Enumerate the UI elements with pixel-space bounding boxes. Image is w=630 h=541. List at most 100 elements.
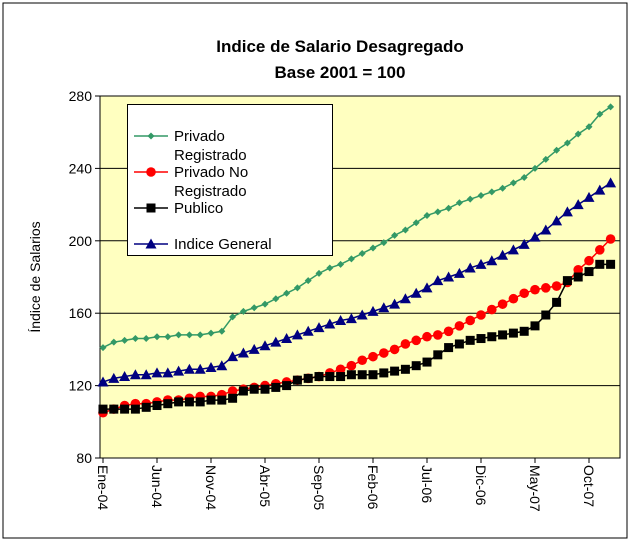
legend-label: Indice General (174, 236, 272, 253)
y-tick-label: 240 (69, 160, 93, 176)
y-tick-label: 160 (69, 305, 93, 321)
marker (574, 130, 582, 138)
marker (346, 360, 357, 371)
marker (110, 338, 118, 346)
marker (291, 329, 303, 340)
marker (434, 208, 442, 216)
marker (422, 331, 432, 342)
marker (337, 260, 345, 268)
marker (605, 234, 616, 244)
marker (129, 369, 141, 380)
marker (304, 277, 312, 285)
marker (356, 309, 368, 320)
x-tick-label: Abr-05 (257, 465, 273, 507)
legend-label: Privado (174, 128, 225, 145)
marker (444, 343, 454, 353)
marker (399, 293, 411, 304)
marker (347, 255, 355, 263)
marker (153, 333, 161, 341)
marker (541, 283, 551, 293)
marker (572, 199, 584, 210)
marker (119, 371, 131, 382)
marker (151, 367, 163, 378)
marker (249, 384, 259, 394)
marker (380, 239, 388, 247)
legend-swatch (134, 167, 168, 177)
marker (423, 211, 431, 219)
marker (552, 297, 562, 307)
marker (131, 335, 139, 343)
legend-entry: Registrado Publico (128, 181, 332, 217)
marker (389, 298, 401, 309)
y-tick-label: 200 (69, 233, 93, 249)
marker (433, 330, 443, 340)
marker (109, 404, 119, 414)
marker (585, 123, 593, 131)
marker (272, 295, 280, 303)
marker (400, 364, 410, 374)
x-tick-label: Jun-04 (149, 465, 165, 508)
marker (229, 313, 237, 321)
y-tick-label: 80 (76, 450, 92, 466)
x-tick-label: Nov-04 (203, 465, 219, 510)
legend-swatch (134, 238, 168, 249)
marker (530, 321, 540, 331)
marker (293, 284, 301, 292)
marker (185, 331, 193, 339)
marker (400, 339, 411, 349)
marker (162, 367, 174, 378)
marker (520, 173, 528, 181)
marker (497, 249, 509, 260)
marker (378, 302, 390, 313)
marker (121, 336, 129, 344)
marker (486, 255, 498, 266)
marker (401, 226, 409, 234)
marker (584, 267, 594, 277)
marker (561, 206, 573, 217)
marker (325, 372, 335, 382)
marker (164, 333, 172, 341)
legend-label: Registrado Publico (174, 183, 247, 217)
marker (541, 310, 551, 320)
legend: Privado Registrado Privado No Registrado P… (127, 104, 333, 256)
marker (313, 322, 325, 333)
marker (498, 330, 508, 340)
marker (379, 368, 389, 378)
marker (205, 362, 217, 372)
marker (303, 373, 313, 383)
marker (271, 382, 281, 392)
marker (465, 315, 476, 326)
legend-entry: Privado (128, 109, 332, 145)
chart-title: Indice de Salario Desagregado (216, 37, 464, 56)
marker (475, 258, 487, 269)
marker (369, 244, 377, 252)
marker (488, 188, 496, 196)
marker (206, 395, 216, 405)
marker (228, 393, 238, 403)
marker (314, 372, 324, 382)
chart-subtitle: Base 2001 = 100 (275, 63, 406, 82)
marker (531, 164, 539, 172)
y-tick-label: 280 (69, 88, 93, 104)
marker (563, 139, 571, 147)
marker (454, 321, 465, 331)
marker (410, 287, 422, 298)
y-tick-label: 120 (69, 378, 93, 394)
marker (326, 264, 334, 272)
marker (368, 370, 378, 380)
marker (477, 192, 485, 200)
marker (270, 336, 282, 347)
marker (141, 402, 151, 412)
marker (422, 357, 432, 367)
legend-swatch (134, 132, 168, 140)
marker (583, 191, 595, 202)
marker (140, 369, 152, 380)
marker (507, 244, 519, 255)
marker (499, 184, 507, 192)
x-tick-label: Feb-06 (365, 465, 381, 510)
legend-entry: Registrado Privado No (128, 145, 332, 181)
marker (108, 372, 120, 383)
x-tick-label: Sep-05 (311, 465, 327, 510)
